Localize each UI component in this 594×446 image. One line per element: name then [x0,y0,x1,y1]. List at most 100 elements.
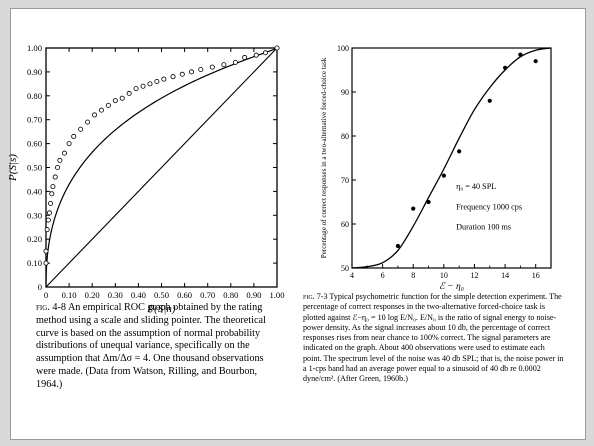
roc-data-point [98,107,104,113]
psy-data-point [502,65,508,70]
psy-x-axis-label: ℰ − η₀ [439,281,464,292]
psy-x-tick-label: 12 [470,271,478,280]
psy-x-tick-label: 4 [350,271,354,280]
psychometric-caption: fig. 7-3 Typical psychometric function f… [303,292,565,385]
psy-fitted-curve [351,47,552,269]
psy-data-point [487,98,492,103]
roc-x-tick-label: 0.10 [62,290,77,300]
roc-data-point [49,191,55,197]
psy-y-tick-label: 50 [341,264,349,273]
roc-x-tick-label: 0.80 [223,290,238,300]
roc-y-tick-label: 0.60 [27,139,42,149]
roc-x-tick-label: 0.20 [85,290,100,300]
roc-data-point [154,78,160,84]
psy-y-tick-label: 70 [341,176,349,185]
psychometric-caption-label: fig. 7-3 [303,292,328,301]
roc-data-point [45,217,51,223]
roc-data-point [119,95,125,101]
roc-data-point [253,52,259,58]
psy-y-tick-label: 60 [341,220,349,229]
roc-data-point [133,86,139,92]
psy-data-point [518,52,523,57]
roc-y-tick-label: 0.20 [27,234,42,244]
roc-x-tick-label: 0.70 [200,290,215,300]
psy-annotation-duration: Duration 100 ms [456,222,511,231]
psy-annotation-frequency: Frequency 1000 cps [456,202,522,211]
roc-data-point [57,157,63,163]
roc-y-tick-label: 0.80 [27,91,42,101]
roc-data-point [43,248,49,254]
roc-y-tick-label: 0.50 [27,163,42,173]
roc-x-tick-label: 0.40 [131,290,146,300]
roc-data-point [262,50,268,56]
roc-data-point [147,81,153,87]
psychometric-caption-text: Typical psychometric function for the si… [303,292,564,384]
roc-x-tick-label: 0.60 [177,290,192,300]
psy-x-tick-label: 14 [501,271,509,280]
roc-data-point [126,90,132,96]
roc-chance-diagonal [45,47,278,288]
roc-data-point [112,98,118,104]
roc-data-point [44,227,50,233]
roc-caption-label: fig. 4-8 [36,302,66,313]
roc-caption: fig. 4-8 An empirical ROC graph obtained… [36,302,278,392]
roc-data-point [161,76,167,82]
roc-data-point [198,67,204,73]
psy-x-tick-label: 6 [381,271,385,280]
roc-caption-text: An empirical ROC graph obtained by the r… [36,302,266,390]
roc-y-tick-label: 0.30 [27,210,42,220]
roc-y-tick-label: 0 [38,282,42,292]
psy-data-point [441,173,446,178]
psy-x-tick-label: 10 [440,271,448,280]
roc-data-point [78,126,84,132]
roc-data-point [71,133,77,139]
psy-y-tick-label: 90 [341,88,349,97]
roc-y-tick-label: 0.70 [27,115,42,125]
psy-x-tick-label: 8 [411,271,415,280]
roc-data-point [43,260,49,266]
roc-data-point [61,150,67,156]
roc-y-axis-label: P(S|s) [7,154,19,182]
roc-data-point [52,174,58,180]
roc-data-point [189,69,195,75]
psy-data-point [395,243,401,249]
psy-data-point [426,199,431,205]
psy-annotation-eta: η₀ = 40 SPL [456,182,496,191]
psy-y-tick-label: 80 [341,132,349,141]
roc-data-point [85,119,91,125]
roc-y-tick-label: 0.10 [27,258,42,268]
roc-chart: 0 0.10 0.20 0.30 0.40 0.50 0.60 0.70 0.80 0.90 1.0… [7,43,285,315]
roc-data-point [209,64,215,70]
roc-x-tick-label: 0.90 [246,290,261,300]
roc-data-point [50,184,56,190]
psy-y-axis-label: Percentage of correct responses in a two… [320,57,328,258]
roc-x-tick-label: 1.00 [269,290,284,300]
roc-data-point [48,200,54,206]
psy-x-tick-label: 16 [532,271,540,280]
roc-x-tick-label: 0.30 [108,290,123,300]
roc-x-tick-label: 0 [44,290,48,300]
roc-x-axis-label: P(S|n) [146,303,175,315]
roc-data-point [221,62,227,68]
roc-y-tick-label: 1.00 [27,43,42,53]
psy-y-tick-label: 100 [337,44,349,53]
roc-data-point [105,102,111,108]
roc-data-point [179,71,185,77]
roc-data-point [140,83,146,89]
roc-y-tick-label: 0.90 [27,67,42,77]
psy-frame [351,47,552,269]
roc-data-point [232,59,238,65]
psy-data-point [411,206,416,211]
roc-x-tick-label: 0.50 [154,290,169,300]
roc-y-tick-label: 0.40 [27,186,42,196]
roc-data-point [55,164,61,170]
roc-data-point [170,74,176,80]
roc-data-point [66,141,72,147]
roc-data-point [46,210,52,216]
psychometric-chart: 4 6 8 10 12 14 16 50 60 70 80 90 100 ℰ − η₀ Percentage… [320,44,552,292]
psy-data-point [457,149,462,154]
psy-data-point [533,59,538,64]
roc-data-point [92,112,98,118]
page [10,8,586,440]
